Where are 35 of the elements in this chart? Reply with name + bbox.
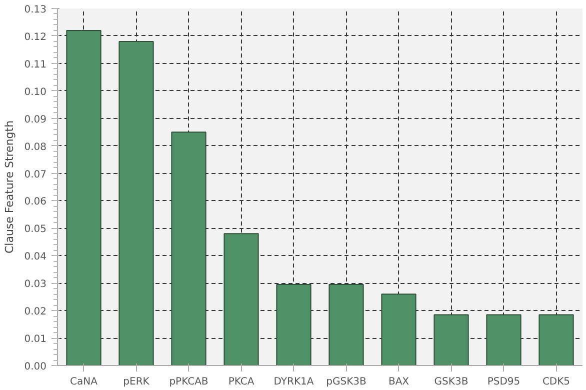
y-tick-label: 0.11 (24, 59, 46, 70)
bar (328, 284, 364, 366)
bar (118, 40, 154, 366)
y-tick-label: 0.10 (24, 86, 46, 98)
x-tick-label: pPKCAB (169, 376, 208, 388)
bar (276, 284, 312, 366)
bar (224, 233, 259, 366)
bar (171, 132, 206, 366)
y-tick-label: 0.12 (24, 32, 46, 43)
y-tick-label: 0.07 (24, 169, 46, 180)
bar (538, 314, 574, 366)
y-axis-title: Clause Feature Strength (3, 120, 16, 254)
x-tick-label: CDK5 (542, 376, 570, 388)
bar (486, 314, 522, 366)
x-tick-label: PSD95 (487, 376, 520, 388)
bar (381, 294, 416, 366)
y-tick-label: 0.00 (24, 362, 46, 372)
y-tick-label: 0.08 (24, 142, 46, 153)
y-tick-label: 0.03 (24, 279, 46, 290)
y-tick-label: 0.06 (24, 196, 46, 208)
x-tick-label: GSK3B (434, 376, 468, 388)
y-tick-label: 0.13 (24, 4, 46, 16)
x-tick-label: pERK (123, 376, 150, 388)
x-tick-label: DYRK1A (274, 376, 314, 388)
y-tick-label: 0.09 (24, 114, 46, 126)
y-tick-label: 0.02 (24, 306, 46, 318)
x-tick-label: pGSK3B (326, 376, 366, 388)
y-tick-label: 0.01 (24, 334, 46, 346)
bar (66, 30, 102, 366)
y-tick-label: 0.05 (24, 224, 46, 236)
bar (434, 314, 469, 366)
x-tick-label: PKCA (228, 376, 254, 388)
y-tick-label: 0.04 (24, 252, 46, 263)
x-tick-label: BAX (388, 376, 410, 388)
x-tick-label: CaNA (70, 376, 98, 388)
